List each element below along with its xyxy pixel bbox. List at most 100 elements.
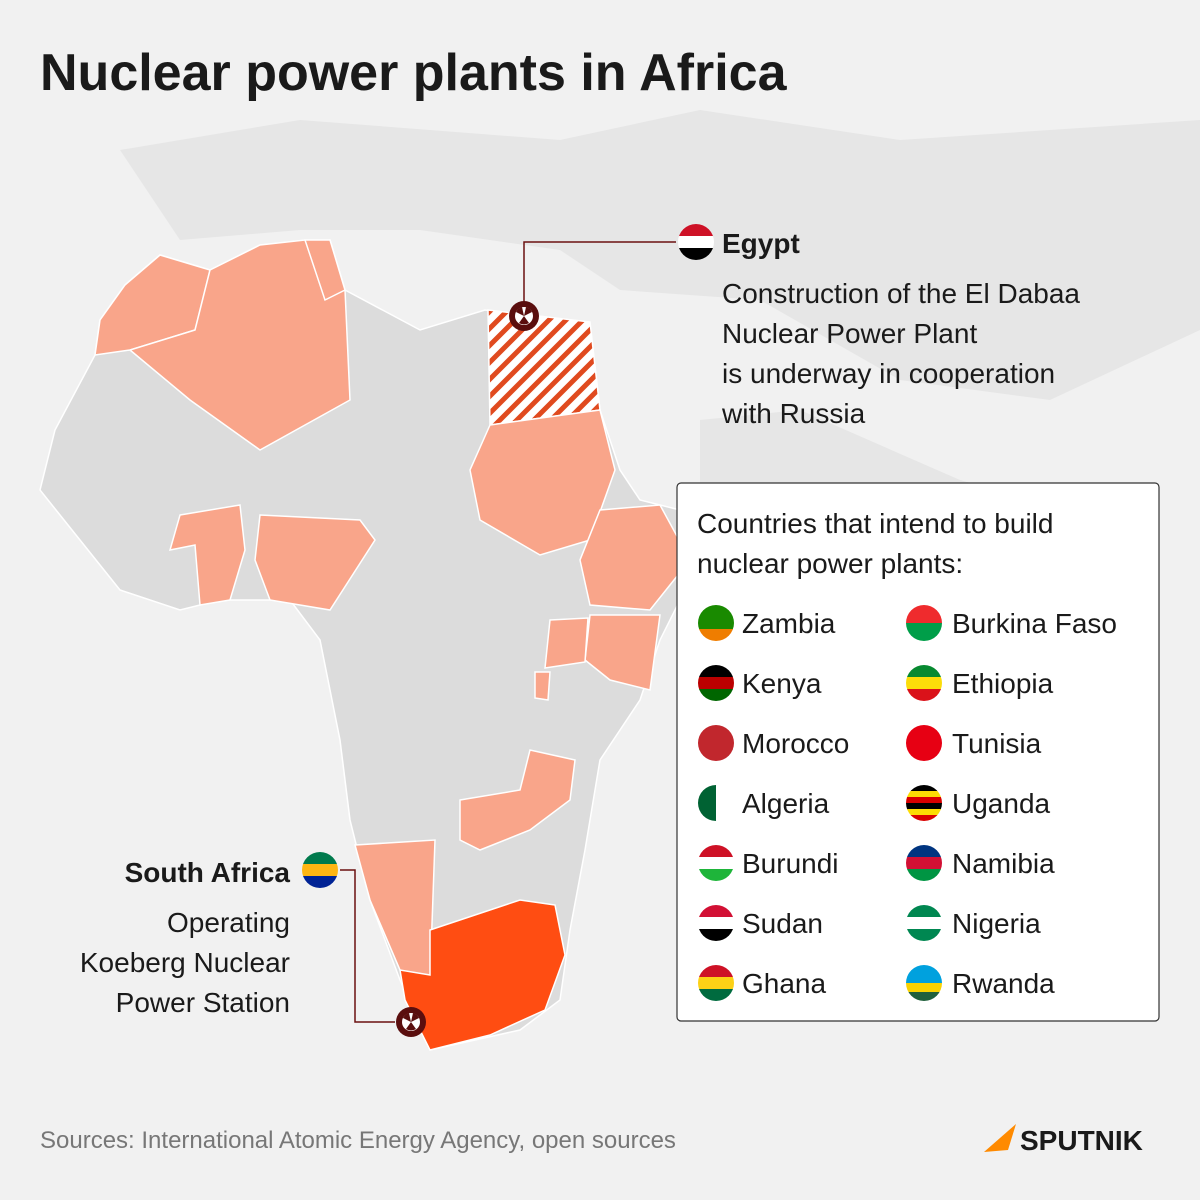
flag	[698, 785, 734, 821]
description-line: Nuclear Power Plant	[722, 318, 977, 349]
algeria	[128, 239, 351, 451]
stripe	[698, 749, 734, 761]
zambia	[459, 749, 576, 851]
stripe	[698, 689, 734, 701]
legend-country: Burundi	[742, 848, 839, 879]
stripe	[906, 974, 942, 984]
egypt-name: Egypt	[722, 228, 800, 259]
legend-country: Namibia	[952, 848, 1055, 879]
stripe	[906, 665, 942, 678]
south-africa-name: South Africa	[125, 857, 291, 888]
stripe	[698, 917, 734, 930]
flag-stripes	[698, 785, 734, 821]
legend-country: Tunisia	[952, 728, 1042, 759]
stripe	[906, 809, 942, 816]
flag-stripes	[302, 852, 338, 888]
description-line: with Russia	[721, 398, 866, 429]
south-africa	[399, 899, 566, 1051]
nigeria	[254, 514, 376, 611]
flag	[906, 905, 942, 941]
legend-country: Uganda	[952, 788, 1051, 819]
flag	[906, 965, 942, 1001]
stripe	[698, 845, 734, 858]
description-line: is underway in cooperation	[722, 358, 1055, 389]
stripe	[906, 677, 942, 690]
stripe	[698, 905, 734, 918]
flag	[698, 905, 734, 941]
stripe	[906, 797, 942, 804]
flag	[698, 725, 734, 761]
flag	[906, 725, 942, 761]
legend-country: Sudan	[742, 908, 823, 939]
egypt	[487, 309, 601, 426]
stripe	[906, 785, 942, 792]
flag-stripes	[906, 785, 942, 821]
flag-stripes	[698, 905, 734, 941]
stripe	[906, 689, 942, 701]
plant-marker	[396, 1007, 426, 1037]
flag	[698, 605, 734, 641]
legend-country: Algeria	[742, 788, 830, 819]
logo-text: SPUTNIK	[1020, 1125, 1143, 1156]
stripe	[678, 236, 714, 249]
stripe	[906, 857, 942, 870]
stripe	[678, 248, 714, 260]
stripe	[678, 224, 714, 237]
stripe	[698, 725, 734, 738]
egypt-connector	[523, 241, 676, 316]
sources: Sources: International Atomic Energy Age…	[40, 1127, 676, 1154]
stripe	[698, 629, 734, 641]
stripe	[698, 965, 734, 978]
description-line: Construction of the El Dabaa	[722, 278, 1080, 309]
flag	[698, 845, 734, 881]
legend-country: Nigeria	[952, 908, 1041, 939]
flag	[698, 965, 734, 1001]
flag-stripes	[906, 665, 942, 701]
flag	[906, 665, 942, 701]
flag-stripes	[698, 605, 734, 641]
stripe	[716, 785, 734, 821]
stripe	[906, 791, 942, 798]
legend-country: Zambia	[742, 608, 836, 639]
legend: Countries that intend to build nuclear po…	[697, 508, 1117, 999]
flag-stripes	[678, 224, 714, 260]
legend-country: Kenya	[742, 668, 822, 699]
stripe	[906, 905, 942, 918]
flag-stripes	[698, 965, 734, 1001]
legend-country: Ethiopia	[952, 668, 1054, 699]
plant-marker	[509, 301, 539, 331]
stripe	[906, 845, 942, 858]
sudan	[469, 409, 616, 556]
egypt-description: Construction of the El Dabaa Nuclear Powe…	[721, 278, 1080, 429]
flag-stripes	[698, 845, 734, 881]
stripe	[698, 869, 734, 881]
description-line: Operating	[167, 907, 290, 938]
flag	[678, 224, 714, 260]
flag-stripes	[698, 725, 734, 761]
flag-stripes	[906, 725, 942, 761]
title: Nuclear power plants in Africa	[40, 44, 788, 102]
tunisia	[303, 239, 346, 302]
stripe	[698, 977, 734, 990]
stripe	[302, 852, 338, 865]
flag	[302, 852, 338, 888]
ethiopia	[579, 504, 691, 611]
flag-stripes	[906, 965, 942, 1001]
stripe	[906, 869, 942, 881]
stripe	[906, 725, 942, 744]
stripe	[698, 617, 734, 630]
stripe	[906, 917, 942, 930]
legend-country: Rwanda	[952, 968, 1055, 999]
stripe	[302, 864, 338, 877]
stripe	[302, 876, 338, 888]
flag	[906, 605, 942, 641]
stripe	[906, 623, 942, 641]
africa-map	[39, 239, 701, 1051]
legend-title: Countries that intend to build	[697, 508, 1053, 539]
stripe	[698, 929, 734, 941]
flag	[906, 845, 942, 881]
stripe	[698, 989, 734, 1001]
stripe	[906, 605, 942, 624]
